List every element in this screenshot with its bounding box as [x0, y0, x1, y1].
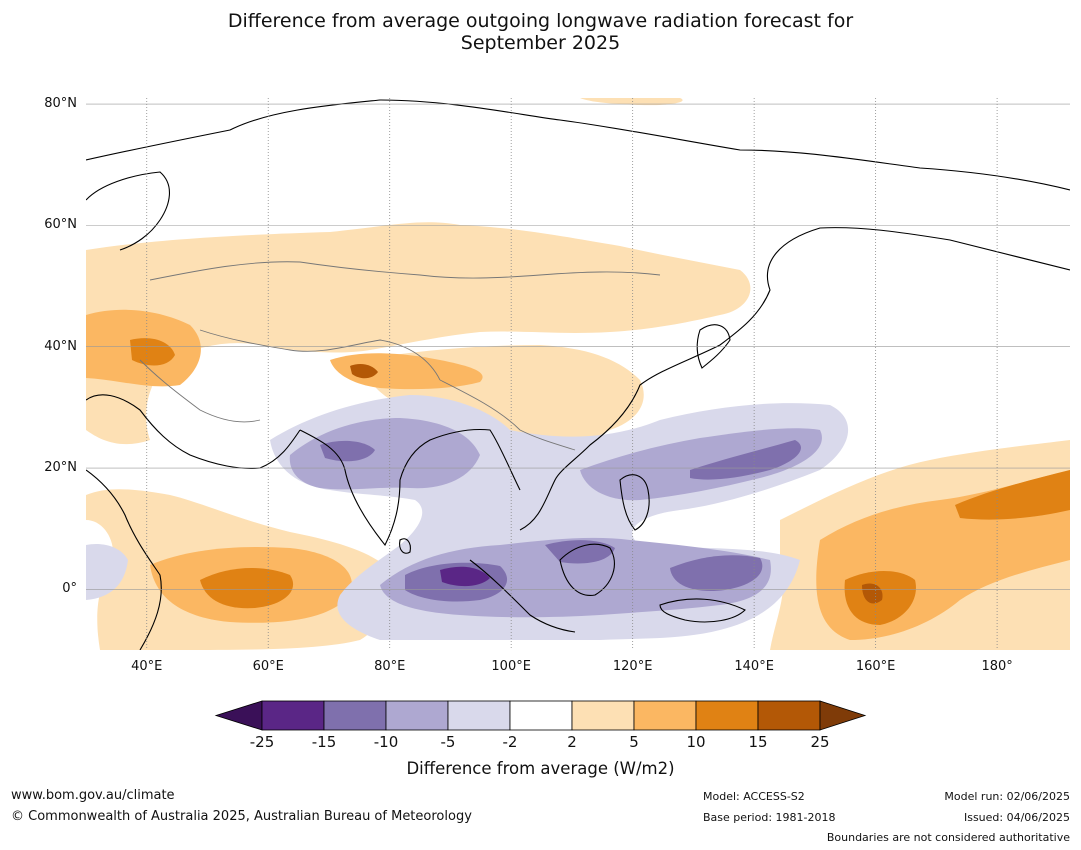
colorbar-segment	[571, 700, 635, 731]
longitude-label: 120°E	[612, 659, 653, 674]
title-line-1: Difference from average outgoing longwav…	[227, 10, 854, 32]
copyright-text: © Commonwealth of Australia 2025, Austra…	[11, 809, 472, 824]
anomaly-violet-pacific-south	[670, 555, 763, 592]
colorbar-label: Difference from average (W/m2)	[406, 759, 675, 778]
latitude-label: 60°N	[44, 217, 77, 233]
longitude-label: 160°E	[855, 659, 896, 674]
colorbar-segment	[757, 700, 821, 731]
colorbar-tick-label: -10	[373, 733, 399, 751]
colorbar-tick-label: -2	[502, 733, 518, 751]
colorbar-tick-label: 5	[629, 733, 639, 751]
colorbar-segment	[509, 700, 573, 731]
gridlines	[86, 98, 1070, 650]
longitude-label: 80°E	[374, 659, 406, 674]
anomaly-brown-pacific	[862, 583, 883, 604]
base-period: Base period: 1981-2018	[703, 811, 836, 824]
website-link[interactable]: www.bom.gov.au/climate	[11, 788, 175, 803]
strong-negative-regions	[320, 440, 801, 602]
coastline-arctic	[86, 99, 1070, 191]
colorbar-tick-label: 2	[567, 733, 577, 751]
model-name: Model: ACCESS-S2	[703, 790, 805, 803]
anomaly-purple-west-pacific	[580, 428, 822, 501]
colorbar-segment	[633, 700, 697, 731]
anomaly-violet-pacific	[690, 440, 801, 480]
coastline-japan	[696, 324, 731, 369]
anomaly-purple-bay-of-bengal	[289, 418, 480, 490]
colorbar	[214, 700, 867, 731]
anomaly-light-orange-arctic	[580, 98, 683, 106]
anomaly-light-purple-africa	[86, 543, 128, 600]
anomaly-dark-orange-pacific-2	[955, 470, 1070, 520]
colorbar-min-arrow	[214, 700, 263, 731]
coastlines	[86, 99, 1070, 650]
coastline-sumatra	[469, 559, 576, 633]
colorbar-tick-label: -5	[440, 733, 456, 751]
colorbar-segment	[323, 700, 387, 731]
anomaly-brown-himalaya	[350, 364, 378, 379]
longitude-label: 100°E	[491, 659, 531, 674]
colorbar-segment	[447, 700, 511, 731]
model-run-date: Model run: 02/06/2025	[944, 790, 1070, 803]
anomaly-violet-bay-of-bengal	[320, 440, 375, 462]
strong-positive-regions	[130, 338, 1070, 625]
longitude-label: 140°E	[734, 659, 774, 674]
coastline-philippines	[619, 474, 650, 531]
colorbar-segment	[385, 700, 449, 731]
colorbar-tick-label: 10	[686, 733, 706, 751]
anomaly-dark-orange-ocean	[200, 568, 294, 609]
colorbar-segment	[695, 700, 759, 731]
boundaries-disclaimer: Boundaries are not considered authoritat…	[826, 831, 1070, 844]
colorbar-segment	[261, 700, 325, 731]
latitude-label: 80°N	[44, 96, 77, 112]
coastline-arabia	[86, 394, 301, 469]
colorbar-max-arrow	[819, 700, 867, 731]
map-area	[86, 98, 1070, 650]
latitude-label: 0°	[62, 581, 77, 597]
coastline-new-guinea	[659, 598, 746, 623]
coastline-east-asia	[519, 227, 1070, 531]
anomaly-light-orange-north-asia	[86, 222, 751, 445]
coastline-india	[299, 428, 521, 547]
coastline-scandinavia	[86, 171, 170, 251]
coastline-africa	[86, 469, 162, 650]
anomaly-dark-orange-west-asia	[130, 338, 175, 366]
anomaly-orange-tibet	[330, 353, 483, 390]
border-central-asia	[149, 261, 661, 281]
issued-date: Issued: 04/06/2025	[963, 811, 1070, 824]
anomaly-dark-violet-core	[440, 566, 490, 587]
coastline-borneo	[559, 543, 615, 596]
title-line-2: September 2025	[460, 32, 621, 54]
colorbar-tick-label: 15	[748, 733, 768, 751]
chart-title: Difference from average outgoing longwav…	[0, 10, 1081, 54]
country-borders	[139, 261, 661, 451]
colorbar-tick-label: -15	[311, 733, 337, 751]
coastline-sri-lanka	[399, 538, 411, 554]
colorbar-tick-label: 25	[810, 733, 830, 751]
border-middle-east	[139, 359, 261, 423]
longitude-label: 40°E	[131, 659, 163, 674]
longitude-label: 180°	[981, 659, 1013, 674]
border-china	[439, 379, 576, 451]
colorbar-tick-label: -25	[249, 733, 275, 751]
longitude-label: 60°E	[252, 659, 284, 674]
latitude-label: 40°N	[44, 338, 77, 354]
latitude-label: 20°N	[44, 460, 77, 476]
border-south-asia	[199, 329, 441, 381]
